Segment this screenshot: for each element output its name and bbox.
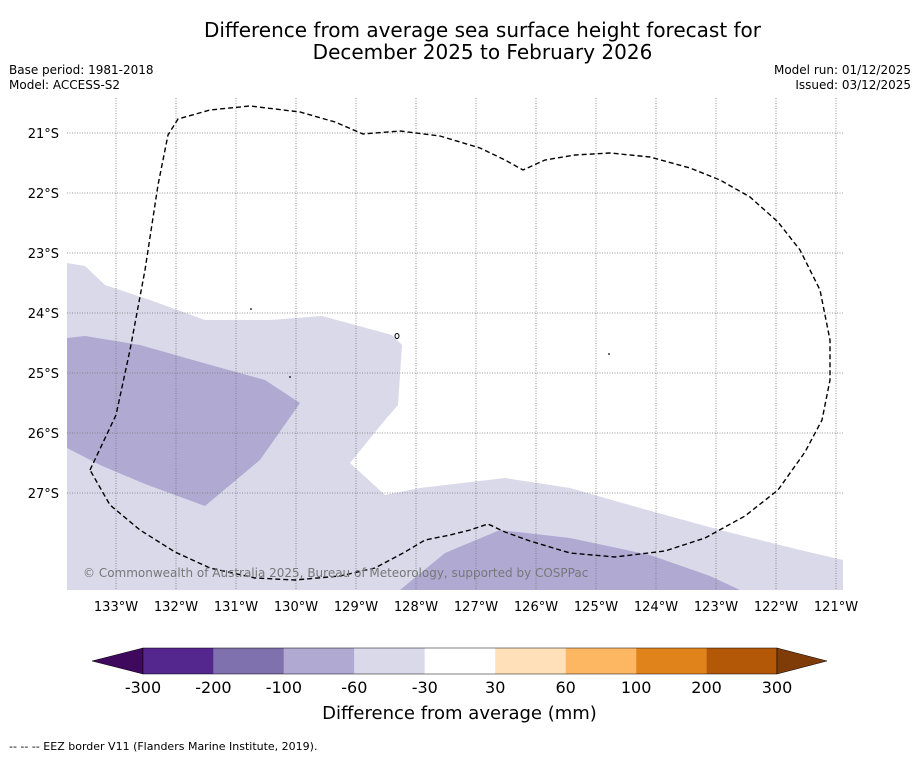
lat-label: 25°S	[28, 367, 59, 382]
issued-date: Issued: 03/12/2025	[795, 78, 911, 92]
colorbar-box	[706, 648, 777, 674]
colorbar-box	[495, 648, 566, 674]
eez-legend: -- -- -- EEZ border V11 (Flanders Marine…	[9, 740, 318, 753]
lon-label: 122°W	[754, 600, 798, 615]
island-2	[250, 308, 252, 310]
colorbar-box	[565, 648, 637, 674]
colorbar-tick-label: -60	[341, 678, 368, 697]
colorbar-box	[283, 648, 355, 674]
colorbar-tick-label: -300	[124, 678, 162, 697]
colorbar-box	[213, 648, 284, 674]
anomaly-region-minus60-to-minus100-west	[67, 336, 300, 506]
longitude-labels: 133°W 132°W 131°W 130°W 129°W 128°W 127°W 126°W…	[94, 600, 858, 615]
island-3	[289, 376, 291, 378]
lon-label: 131°W	[214, 600, 258, 615]
colorbar-tick-label: 200	[691, 678, 722, 697]
base-period: Base period: 1981-2018	[9, 63, 154, 77]
colorbar-box	[143, 648, 214, 674]
lon-label: 133°W	[94, 600, 138, 615]
colorbar	[91, 647, 828, 675]
title-line-1: Difference from average sea surface heig…	[203, 18, 762, 42]
title-line-2: December 2025 to February 2026	[312, 40, 653, 64]
colorbar-tick-label: -100	[265, 678, 303, 697]
colorbar-title: Difference from average (mm)	[322, 703, 597, 724]
colorbar-box	[354, 648, 425, 674]
lat-label: 22°S	[28, 187, 59, 202]
lat-label: 24°S	[28, 307, 59, 322]
anomaly-region-minus60-to-minus100-south	[400, 530, 740, 590]
lat-label: 27°S	[28, 487, 59, 502]
colorbar-low-extend	[91, 647, 144, 675]
colorbar-tick-label: 100	[620, 678, 652, 697]
copyright-text: © Commonwealth of Australia 2025, Bureau…	[83, 566, 588, 580]
lon-label: 124°W	[634, 600, 678, 615]
meta-right: Model run: 01/12/2025 Issued: 03/12/2025	[774, 63, 911, 93]
colorbar-tick-label: 30	[485, 678, 506, 697]
colorbar-tick-label: -200	[195, 678, 232, 697]
lon-label: 126°W	[514, 600, 558, 615]
island-1	[394, 333, 400, 339]
meta-left: Base period: 1981-2018 Model: ACCESS-S2	[9, 63, 154, 93]
anomaly-region-minus30-to-minus60	[67, 263, 843, 590]
lat-label: 26°S	[28, 427, 59, 442]
lon-label: 128°W	[394, 600, 438, 615]
lon-label: 125°W	[574, 600, 618, 615]
model-run: Model run: 01/12/2025	[773, 63, 911, 77]
colorbar-box	[424, 648, 496, 674]
chart-title: Difference from average sea surface heig…	[0, 19, 919, 63]
latitude-labels: 21°S 22°S 23°S 24°S 25°S 26°S 27°S	[28, 127, 59, 502]
island-4	[608, 353, 610, 355]
model-name: Model: ACCESS-S2	[9, 78, 121, 92]
map-plot-area	[67, 98, 843, 590]
colorbar-high-extend	[776, 647, 828, 675]
lon-label: 127°W	[454, 600, 498, 615]
colorbar-tick-label: -30	[411, 678, 438, 697]
colorbar-tick-label: 300	[761, 678, 793, 697]
colorbar-box	[636, 648, 707, 674]
lon-label: 123°W	[694, 600, 738, 615]
lon-label: 121°W	[814, 600, 858, 615]
gridlines	[67, 98, 843, 590]
lat-label: 23°S	[28, 247, 59, 262]
lon-label: 130°W	[274, 600, 318, 615]
lon-label: 129°W	[334, 600, 378, 615]
colorbar-tick-label: 60	[555, 678, 576, 697]
lon-label: 132°W	[154, 600, 198, 615]
eez-border	[89, 105, 831, 581]
lat-label: 21°S	[28, 127, 59, 142]
